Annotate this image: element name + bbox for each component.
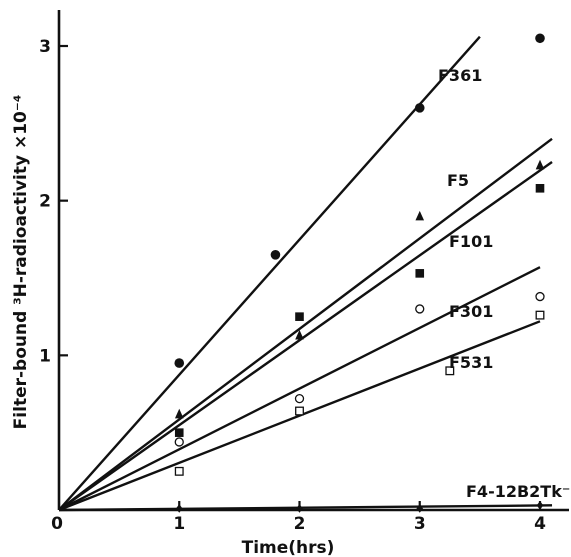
fit-line [58, 320, 541, 512]
data-point [174, 358, 185, 368]
x-tick-label: 4 [534, 514, 546, 534]
x-tick-label: 2 [294, 514, 306, 534]
y-tick-label: 1 [39, 346, 51, 366]
x-tick-label: 1 [173, 514, 185, 534]
series-label: F101 [449, 232, 493, 251]
markers [174, 33, 545, 513]
series-label: F5 [447, 171, 469, 190]
fit-line [58, 161, 553, 511]
y-tick-label: 2 [39, 192, 51, 212]
fit-line [58, 504, 553, 512]
data-point [445, 366, 455, 376]
data-point [295, 312, 304, 321]
fit-lines [58, 35, 553, 512]
series-labels: F361 F5 F101 F301 F531 F4-12B2Tk⁻ [438, 66, 570, 501]
fit-line [58, 266, 541, 512]
data-point [415, 304, 425, 314]
data-point [415, 210, 425, 221]
data-point [296, 504, 303, 513]
data-point [174, 408, 184, 419]
y-tick-label: 3 [39, 37, 51, 57]
series-label: F361 [438, 66, 482, 85]
data-point [294, 393, 305, 404]
x-tick-label: 3 [414, 514, 426, 534]
data-point [295, 329, 304, 340]
data-point [535, 291, 545, 302]
y-axis-label: Filter-bound ³H-radioactivity ×10⁻⁴ [11, 95, 31, 430]
data-point [535, 159, 545, 170]
x-tick-label: 0 [51, 514, 63, 534]
data-point [535, 183, 545, 193]
data-point [416, 504, 424, 513]
series-label: F301 [449, 302, 493, 321]
data-point [174, 466, 184, 476]
x-axis-label: Time(hrs) [242, 538, 335, 557]
ticks: 0 1 2 3 4 1 2 3 [39, 37, 546, 534]
data-point [295, 406, 304, 416]
data-point [415, 269, 425, 278]
data-point [414, 103, 425, 113]
series-label: F531 [449, 353, 493, 372]
data-point [536, 501, 544, 510]
data-point [535, 33, 545, 44]
axes [57, 10, 569, 512]
data-point [174, 428, 184, 437]
series-label: F4-12B2Tk⁻ [466, 482, 570, 501]
fit-line [58, 35, 481, 511]
data-point [175, 504, 183, 513]
data-point [270, 250, 281, 260]
data-point [174, 437, 184, 447]
data-point [535, 310, 545, 320]
fit-line [58, 137, 553, 511]
